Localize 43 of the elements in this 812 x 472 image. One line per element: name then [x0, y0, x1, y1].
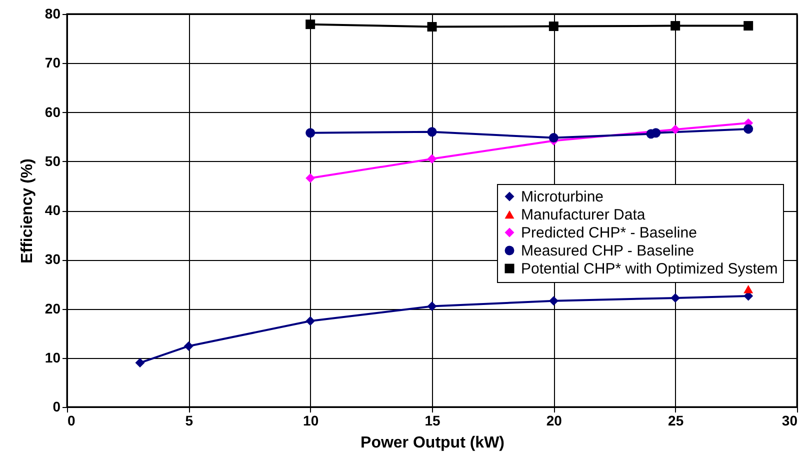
point: [427, 302, 437, 312]
point: [306, 128, 316, 138]
point: [548, 133, 558, 143]
y-tick-label: 40: [44, 202, 61, 218]
legend-label: Microturbine: [521, 188, 604, 206]
point: [135, 358, 145, 368]
y-tick-label: 0: [52, 398, 61, 414]
x-axis-title: Power Output (kW): [360, 434, 504, 452]
y-tick-label: 10: [44, 349, 61, 366]
y-tick-label: 70: [44, 54, 61, 71]
point: [651, 128, 661, 138]
x-tick-label: 15: [424, 412, 440, 428]
x-tick-label: 0: [68, 412, 76, 428]
point: [744, 124, 754, 134]
x-tick-label: 10: [303, 412, 319, 428]
y-tick-label: 20: [44, 300, 61, 316]
legend-label: Measured CHP - Baseline: [521, 242, 694, 260]
y-tick-label: 50: [44, 152, 61, 169]
x-tick-label: 30: [782, 412, 798, 428]
point: [306, 20, 316, 30]
point: [744, 284, 754, 294]
point: [670, 21, 680, 31]
point: [306, 316, 316, 326]
y-tick-label: 80: [44, 6, 61, 22]
x-tick-label: 5: [185, 412, 194, 428]
y-tick-label: 30: [44, 251, 61, 268]
y-axis-title: Efficiency (%): [18, 158, 36, 264]
point: [427, 22, 437, 32]
point: [670, 293, 680, 303]
legend-label: Potential CHP* with Optimized System: [521, 260, 778, 278]
point: [670, 124, 680, 134]
x-tick-label: 20: [546, 412, 562, 428]
point: [744, 21, 754, 31]
point: [184, 341, 194, 351]
legend-label: Predicted CHP* - Baseline: [521, 224, 697, 242]
legend-label: Manufacturer Data: [521, 206, 646, 224]
y-tick-label: 60: [44, 104, 61, 120]
point: [548, 296, 558, 306]
point: [548, 22, 558, 32]
point: [306, 173, 316, 183]
point: [427, 127, 437, 137]
x-tick-label: 25: [668, 412, 684, 428]
point: [427, 154, 437, 164]
